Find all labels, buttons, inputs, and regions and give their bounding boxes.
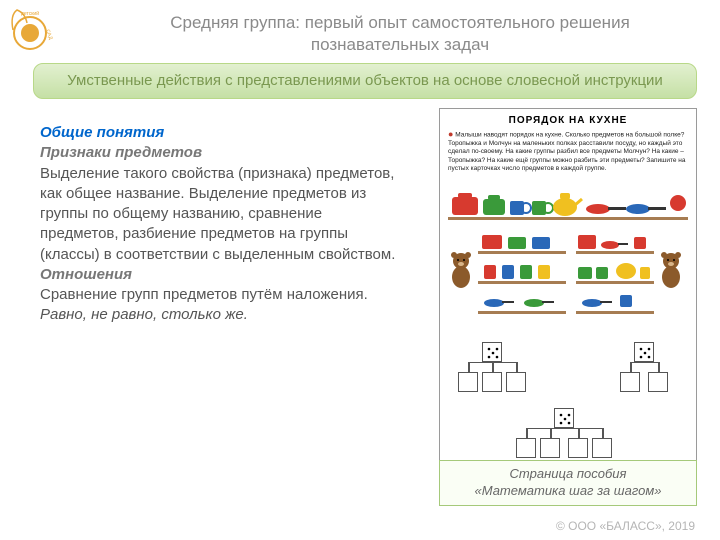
bear-left-icon xyxy=(446,251,476,289)
section-banner: Умственные действия с представлениями об… xyxy=(33,63,697,99)
paragraph-1: Выделение такого свойства (признака) пре… xyxy=(40,164,400,265)
worksheet-page: ПОРЯДОК НА КУХНЕ ● Малыши наводят порядо… xyxy=(439,108,697,468)
svg-text:детский: детский xyxy=(21,10,39,17)
worksheet-caption: Страница пособия «Математика шаг за шаго… xyxy=(439,460,697,506)
heading-blue: Общие понятия xyxy=(40,123,400,143)
copyright-text: © ООО «БАЛАСС», 2019 xyxy=(556,519,695,533)
heading-signs: Признаки предметов xyxy=(40,143,400,163)
content-text: Общие понятия Признаки предметов Выделен… xyxy=(40,123,400,326)
paragraph-2: Сравнение групп предметов путём наложени… xyxy=(40,285,400,326)
page-title: Средняя группа: первый опыт самостоятель… xyxy=(120,12,680,56)
top-shelf-items xyxy=(450,187,688,217)
worksheet-title: ПОРЯДОК НА КУХНЕ xyxy=(448,115,688,126)
caption-line2: «Математика шаг за шагом» xyxy=(475,483,662,498)
worksheet-shelves xyxy=(448,179,688,334)
right-shelves-items xyxy=(576,227,654,311)
caption-line1: Страница пособия xyxy=(510,466,627,481)
worksheet-diagrams xyxy=(448,342,688,472)
left-shelves-items xyxy=(478,227,566,311)
heading-relations: Отношения xyxy=(40,265,400,285)
kindergarten-logo: детский САД xyxy=(5,5,55,55)
bear-right-icon xyxy=(656,251,686,289)
worksheet-instruction: ● Малыши наводят порядок на кухне. Сколь… xyxy=(448,129,688,173)
